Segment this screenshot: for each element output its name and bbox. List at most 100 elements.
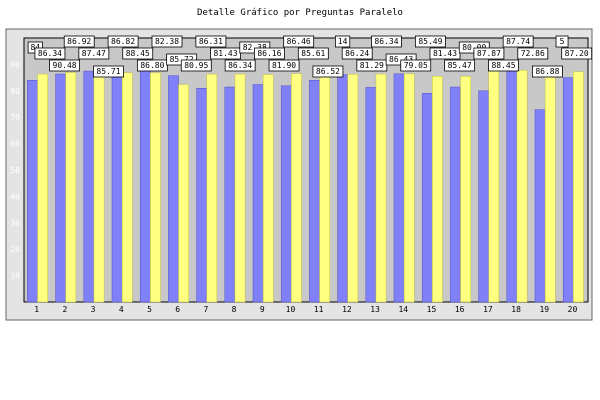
- data-label-text: 81.43: [433, 49, 457, 58]
- x-tick-label: 11: [314, 305, 324, 314]
- bar-series-1: [562, 77, 574, 303]
- x-tick-label: 17: [483, 305, 493, 314]
- bar-series-1: [196, 88, 207, 303]
- data-label-box: [34, 47, 66, 60]
- data-label-text: 86.82: [111, 37, 135, 46]
- bar-series-1: [393, 73, 405, 303]
- bar-series-2: [206, 73, 218, 303]
- bar-series-2: [516, 70, 528, 303]
- bar-series-2: [262, 74, 274, 303]
- x-tick-label: 5: [147, 305, 152, 314]
- data-label-box: [283, 35, 315, 48]
- data-label-box: [210, 47, 241, 60]
- x-tick-label: 1: [34, 305, 39, 314]
- data-label-text: 85.61: [301, 49, 325, 58]
- data-label: 86.31: [195, 35, 227, 48]
- bar-series-2: [93, 70, 105, 303]
- data-label: 86.34: [224, 59, 256, 72]
- x-tick-label: 6: [175, 305, 180, 314]
- data-label-text: 80.95: [184, 61, 208, 70]
- bar-series-1: [450, 86, 461, 303]
- data-label-text: 81.90: [272, 61, 296, 70]
- y-tick-label: 30: [10, 219, 20, 228]
- data-label-text: 81.43: [213, 49, 237, 58]
- bar-series-2: [178, 84, 189, 303]
- bar-series-1: [55, 73, 66, 303]
- data-label: 86.24: [341, 47, 373, 60]
- data-label-text: 86.52: [316, 67, 340, 76]
- x-tick-label: 2: [62, 305, 67, 314]
- x-tick-label: 19: [539, 305, 549, 314]
- plot-area: [23, 37, 589, 303]
- data-label-box: [502, 35, 534, 48]
- data-label-text: 80.00: [462, 43, 486, 52]
- bar-series-1: [139, 68, 151, 303]
- data-label-box: [224, 59, 256, 72]
- data-label-box: [180, 59, 212, 72]
- y-tick-label: 60: [10, 140, 20, 149]
- bar-series-2: [291, 73, 302, 303]
- data-label-text: 79.05: [404, 61, 428, 70]
- data-label: 85.49: [414, 35, 446, 48]
- data-label-box: [429, 47, 461, 60]
- x-tick-label: 14: [398, 305, 408, 314]
- data-label: 82.38: [151, 35, 183, 48]
- data-label-box: [195, 35, 227, 48]
- x-tick-label: 7: [203, 305, 208, 314]
- data-label: 81.90: [268, 59, 300, 72]
- data-label: 86.34: [371, 35, 402, 48]
- data-label: 86.88: [532, 65, 563, 78]
- bar-series-1: [168, 75, 179, 303]
- bar-series-2: [150, 72, 161, 303]
- data-label: 86.80: [136, 59, 168, 72]
- data-label-text: 86.16: [257, 49, 281, 58]
- data-label-box: [334, 35, 351, 48]
- data-label-box: [561, 47, 593, 60]
- data-label: 5: [555, 35, 569, 48]
- x-tick-label: 16: [455, 305, 465, 314]
- data-label-text: 86.34: [374, 37, 398, 46]
- data-label-text: 86.34: [228, 61, 252, 70]
- data-label-text: 86.46: [287, 37, 311, 46]
- data-label-text: 84: [30, 43, 40, 52]
- bar-series-1: [224, 86, 236, 303]
- y-tick-label: 10: [10, 272, 20, 281]
- bar-series-1: [309, 79, 320, 303]
- data-label: 87.47: [78, 47, 110, 60]
- data-label: 81.29: [356, 59, 388, 72]
- bar-series-2: [37, 73, 48, 303]
- data-label-text: 87.74: [506, 37, 530, 46]
- data-label-text: 90.48: [53, 61, 77, 70]
- data-label: 72.86: [517, 47, 549, 60]
- bar-series-1: [478, 90, 489, 303]
- y-tick-label: 70: [10, 113, 20, 122]
- data-label-box: [488, 59, 519, 72]
- data-label: 88.45: [122, 47, 154, 60]
- x-tick-label: 8: [232, 305, 237, 314]
- data-label-text: 5: [560, 37, 565, 46]
- data-label-box: [444, 59, 476, 72]
- data-label: 88.45: [488, 59, 519, 72]
- data-label: 87.87: [473, 47, 505, 60]
- data-label-box: [268, 59, 300, 72]
- x-tick-label: 15: [427, 305, 437, 314]
- data-label-text: 88.45: [491, 61, 515, 70]
- data-label-text: 85.49: [418, 37, 442, 46]
- bar-series-2: [121, 72, 133, 303]
- x-tick-label: 10: [286, 305, 296, 314]
- data-label-text: 87.87: [477, 49, 501, 58]
- bar-series-1: [27, 79, 38, 303]
- data-label-box: [107, 35, 139, 48]
- bar-series-1: [280, 85, 292, 303]
- data-label: 81.43: [429, 47, 461, 60]
- x-tick-label: 18: [511, 305, 521, 314]
- bar-series-2: [544, 72, 556, 303]
- x-tick-label: 12: [342, 305, 352, 314]
- data-label-box: [122, 47, 154, 60]
- bar-series-2: [319, 73, 330, 303]
- data-label-text: 85.72: [170, 55, 194, 64]
- data-label: 81.43: [210, 47, 241, 60]
- data-label-text: 72.86: [521, 49, 545, 58]
- data-label: 86.52: [312, 65, 344, 78]
- data-label-text: 86.80: [140, 61, 164, 70]
